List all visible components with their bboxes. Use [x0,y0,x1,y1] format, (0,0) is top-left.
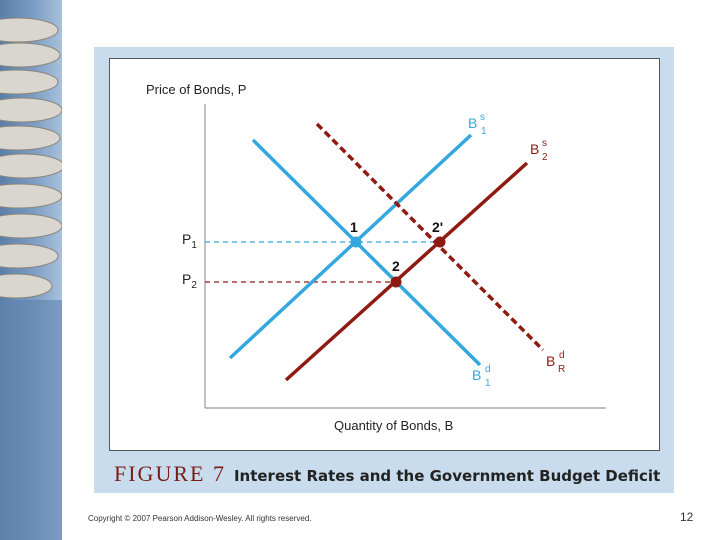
page-number: 12 [680,510,694,524]
supply-curve-1 [228,133,473,360]
point-2-label: 2 [392,258,400,274]
supply-2-sup: s [542,138,547,149]
price-1-sub: 1 [191,240,197,251]
demand-r-label: B d R [546,350,565,375]
equilibrium-point-2prime [434,236,446,248]
figure-number: FIGURE 7 [114,461,226,486]
figure-caption: FIGURE 7 Interest Rates and the Governme… [114,461,661,486]
supply-1-label: B s 1 [468,112,487,137]
price-2-sub: 2 [191,280,197,291]
supply-curve-2 [284,161,529,382]
price-1-label: P1 [182,231,197,251]
side-decoration [0,0,62,540]
demand-1-sup: d [485,364,491,375]
supply-2-sub: 2 [542,152,548,163]
figure-title: Interest Rates and the Government Budget… [233,467,661,485]
price-2-label: P2 [182,271,197,291]
supply-1-sup: s [480,112,485,123]
price-2-base: P [182,271,191,287]
y-axis-label: Price of Bonds, P [146,82,246,97]
plot-area [109,58,660,451]
equilibrium-point-1 [350,236,362,248]
supply-1-sub: 1 [481,126,487,137]
coin-stack-image [0,17,62,540]
x-axis-label: Quantity of Bonds, B [334,418,453,433]
point-2prime-label: 2' [432,219,443,235]
demand-1-sub: 1 [485,378,491,389]
equilibrium-point-2 [390,276,402,288]
demand-r-sub: R [558,364,565,375]
demand-r-base: B [546,353,555,369]
demand-1-base: B [472,367,481,383]
demand-curve-1 [251,138,482,367]
demand-1-label: B d 1 [472,364,491,389]
supply-2-base: B [530,141,539,157]
supply-1-base: B [468,115,477,131]
copyright-notice: Copyright © 2007 Pearson Addison-Wesley.… [88,514,312,523]
demand-curve-r [315,122,545,352]
supply-2-label: B s 2 [530,138,548,163]
price-1-base: P [182,231,191,247]
point-1-label: 1 [350,219,358,235]
demand-r-sup: d [559,350,565,361]
